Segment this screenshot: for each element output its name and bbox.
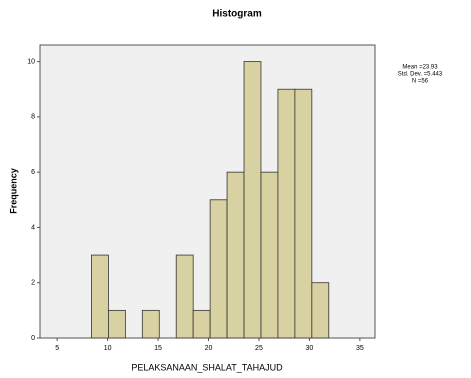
bar	[260, 171, 279, 339]
y-tick-label: 10	[27, 58, 35, 65]
bar	[243, 61, 262, 339]
x-tick-label: 30	[306, 345, 314, 352]
y-tick-label: 4	[31, 224, 35, 231]
bar	[192, 309, 211, 339]
x-axis-label: PELAKSANAAN_SHALAT_TAHAJUD	[131, 362, 283, 372]
bar	[141, 309, 160, 339]
x-tick-label: 5	[55, 345, 59, 352]
x-tick-label: 10	[104, 345, 112, 352]
y-tick-label: 2	[31, 280, 35, 287]
bar	[108, 309, 126, 339]
bar	[209, 199, 228, 339]
stats-text: N =56	[412, 79, 429, 85]
x-tick-label: 25	[255, 345, 263, 352]
stats-text: Std. Dev. =5.443	[398, 72, 443, 78]
bar	[277, 88, 296, 339]
bar	[311, 282, 330, 339]
y-tick-label: 8	[31, 114, 35, 121]
x-tick-label: 20	[205, 345, 213, 352]
stats-text: Mean =23.93	[402, 65, 438, 71]
y-axis-label: Frequency	[8, 168, 18, 214]
bar	[226, 171, 245, 339]
bar	[91, 254, 109, 339]
y-tick-label: 6	[31, 169, 35, 176]
x-tick-label: 35	[356, 345, 364, 352]
y-tick-label: 0	[31, 335, 35, 342]
bar	[175, 254, 194, 339]
chart-title: Histogram	[212, 9, 262, 20]
bar	[294, 88, 313, 339]
x-tick-label: 15	[154, 345, 162, 352]
